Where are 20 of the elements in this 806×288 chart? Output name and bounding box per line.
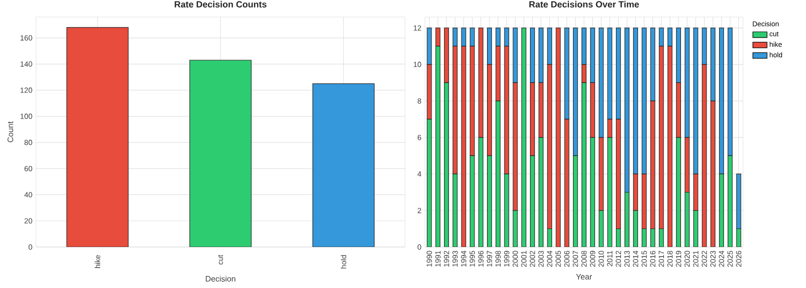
bar	[676, 137, 681, 247]
bar	[496, 100, 501, 247]
bar	[444, 82, 449, 247]
bar	[624, 192, 630, 247]
bar	[719, 174, 724, 247]
bar	[676, 82, 681, 138]
chart-title: Rate Decision Counts	[174, 0, 266, 8]
bar	[668, 46, 672, 247]
bar	[530, 155, 535, 247]
bar	[496, 46, 501, 102]
bar	[487, 155, 492, 247]
bar	[633, 174, 638, 211]
bar	[444, 28, 449, 84]
bar	[582, 82, 586, 247]
bar	[530, 82, 535, 156]
bar	[538, 82, 544, 138]
bar	[633, 210, 638, 247]
bar	[487, 64, 492, 156]
chart-title: Rate Decisions Over Time	[529, 0, 639, 8]
bar	[538, 137, 544, 247]
